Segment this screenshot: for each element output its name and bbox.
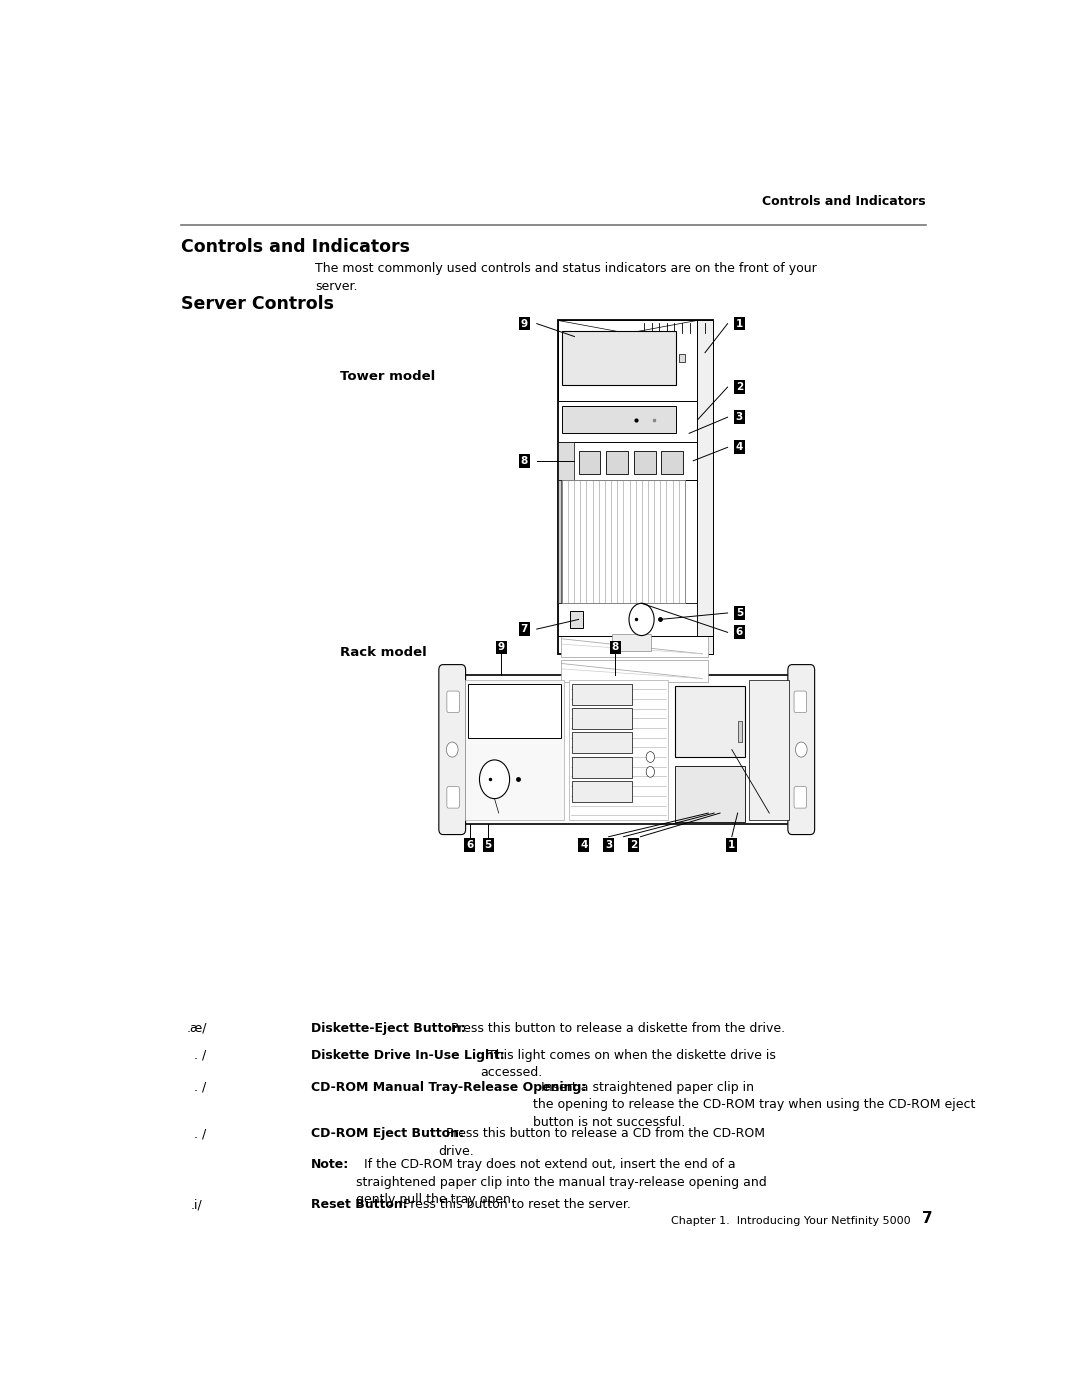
Bar bbox=[679, 353, 685, 362]
Text: 9: 9 bbox=[521, 319, 528, 328]
Bar bbox=[675, 766, 745, 823]
Bar bbox=[572, 732, 632, 753]
Bar bbox=[698, 320, 713, 654]
Text: Tower model: Tower model bbox=[340, 370, 435, 383]
Text: .æ/: .æ/ bbox=[187, 1021, 207, 1035]
FancyBboxPatch shape bbox=[794, 787, 807, 807]
Text: 8: 8 bbox=[521, 455, 528, 465]
Bar bbox=[464, 680, 564, 820]
Text: Diskette Drive In-Use Light:: Diskette Drive In-Use Light: bbox=[311, 1049, 504, 1062]
Text: 4: 4 bbox=[735, 443, 743, 453]
FancyBboxPatch shape bbox=[438, 665, 465, 834]
Bar bbox=[562, 479, 685, 604]
Bar bbox=[569, 680, 669, 820]
Text: Press this button to reset the server.: Press this button to reset the server. bbox=[395, 1199, 631, 1211]
Bar bbox=[570, 610, 583, 629]
Bar bbox=[562, 407, 676, 433]
Bar bbox=[572, 685, 632, 705]
Text: . /: . / bbox=[193, 1049, 206, 1062]
Text: 4: 4 bbox=[580, 841, 588, 851]
Text: 2: 2 bbox=[630, 841, 637, 851]
Bar bbox=[557, 604, 698, 636]
Bar bbox=[634, 451, 656, 474]
Text: 5: 5 bbox=[735, 608, 743, 617]
Text: Press this button to release a CD from the CD-ROM
drive.: Press this button to release a CD from t… bbox=[438, 1127, 765, 1158]
Bar bbox=[606, 451, 627, 474]
Text: If the CD-ROM tray does not extend out, insert the end of a
straightened paper c: If the CD-ROM tray does not extend out, … bbox=[356, 1158, 767, 1207]
Text: Rack model: Rack model bbox=[340, 647, 427, 659]
FancyBboxPatch shape bbox=[788, 665, 814, 834]
Text: Insert a straightened paper clip in
the opening to release the CD-ROM tray when : Insert a straightened paper clip in the … bbox=[532, 1081, 975, 1129]
Circle shape bbox=[795, 742, 807, 757]
Bar bbox=[561, 661, 707, 682]
Text: 6: 6 bbox=[735, 627, 743, 637]
Bar bbox=[557, 320, 698, 401]
Text: 7: 7 bbox=[922, 1211, 932, 1227]
Text: CD-ROM Manual Tray-Release Opening:: CD-ROM Manual Tray-Release Opening: bbox=[311, 1081, 586, 1094]
Text: 9: 9 bbox=[498, 643, 504, 652]
Text: Controls and Indicators: Controls and Indicators bbox=[762, 194, 926, 208]
Text: Controls and Indicators: Controls and Indicators bbox=[181, 237, 410, 256]
Text: .i/: .i/ bbox=[190, 1199, 202, 1211]
Bar bbox=[561, 636, 707, 657]
Text: Server Controls: Server Controls bbox=[181, 295, 334, 313]
Bar bbox=[675, 686, 745, 757]
Text: The most commonly used controls and status indicators are on the front of your
s: The most commonly used controls and stat… bbox=[315, 263, 816, 293]
Text: Reset Button:: Reset Button: bbox=[311, 1199, 407, 1211]
Bar bbox=[557, 479, 561, 604]
Text: 8: 8 bbox=[611, 643, 619, 652]
Text: . /: . / bbox=[193, 1127, 206, 1140]
Bar bbox=[572, 708, 632, 729]
Circle shape bbox=[646, 767, 654, 777]
Bar bbox=[738, 721, 742, 742]
Bar bbox=[468, 685, 561, 738]
Text: CD-ROM Eject Button:: CD-ROM Eject Button: bbox=[311, 1127, 463, 1140]
Bar bbox=[557, 441, 575, 479]
FancyBboxPatch shape bbox=[794, 692, 807, 712]
Text: 7: 7 bbox=[521, 624, 528, 634]
Circle shape bbox=[646, 752, 654, 763]
Text: Press this button to release a diskette from the drive.: Press this button to release a diskette … bbox=[447, 1021, 785, 1035]
Bar bbox=[557, 320, 713, 654]
Text: 1: 1 bbox=[728, 841, 735, 851]
Bar bbox=[572, 781, 632, 802]
FancyBboxPatch shape bbox=[447, 787, 459, 807]
Text: 5: 5 bbox=[485, 841, 491, 851]
Bar bbox=[572, 757, 632, 778]
Text: 3: 3 bbox=[605, 841, 612, 851]
Bar bbox=[661, 451, 684, 474]
Text: 3: 3 bbox=[735, 412, 743, 422]
Circle shape bbox=[446, 742, 458, 757]
Text: 2: 2 bbox=[735, 383, 743, 393]
Bar bbox=[562, 331, 676, 386]
Text: Diskette-Eject Button:: Diskette-Eject Button: bbox=[311, 1021, 465, 1035]
Bar bbox=[612, 634, 650, 651]
Circle shape bbox=[629, 604, 654, 636]
Text: 1: 1 bbox=[735, 319, 743, 328]
Text: Chapter 1.  Introducing Your Netfinity 5000: Chapter 1. Introducing Your Netfinity 50… bbox=[671, 1217, 910, 1227]
FancyBboxPatch shape bbox=[447, 692, 459, 712]
Text: This light comes on when the diskette drive is
accessed.: This light comes on when the diskette dr… bbox=[480, 1049, 775, 1078]
Text: Note:: Note: bbox=[311, 1158, 349, 1171]
Bar bbox=[461, 675, 792, 824]
Bar bbox=[750, 680, 789, 820]
Text: 6: 6 bbox=[467, 841, 473, 851]
Circle shape bbox=[480, 760, 510, 799]
Bar bbox=[579, 451, 600, 474]
Text: . /: . / bbox=[193, 1081, 206, 1094]
